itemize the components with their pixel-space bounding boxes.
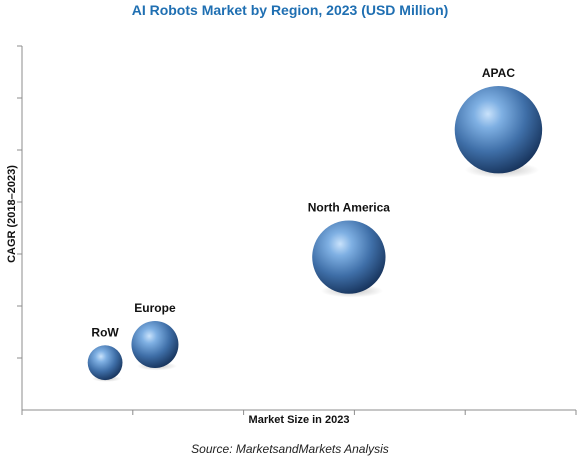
y-axis-label: CAGR (2018–2023) <box>6 165 18 263</box>
x-axis-label: Market Size in 2023 <box>249 414 350 426</box>
bubble-mark <box>87 345 123 381</box>
bubble-label: Europe <box>134 301 176 315</box>
bubble-label: RoW <box>91 325 119 339</box>
axes <box>17 45 577 415</box>
bubble-mark <box>454 86 543 174</box>
chart-title: AI Robots Market by Region, 2023 (USD Mi… <box>131 2 449 18</box>
source-note: Source: MarketsandMarkets Analysis <box>191 442 389 456</box>
bubble-mark <box>131 320 179 368</box>
bubble-apac: APAC <box>454 66 543 178</box>
bubble-mark <box>312 220 386 294</box>
bubble-label: APAC <box>482 66 515 80</box>
bubble-europe: Europe <box>131 301 179 371</box>
bubble-north-america: North America <box>308 200 391 298</box>
bubbles-layer: RoW Europe North America APAC <box>87 66 543 382</box>
bubble-label: North America <box>308 200 391 214</box>
bubble-row: RoW <box>87 325 123 382</box>
